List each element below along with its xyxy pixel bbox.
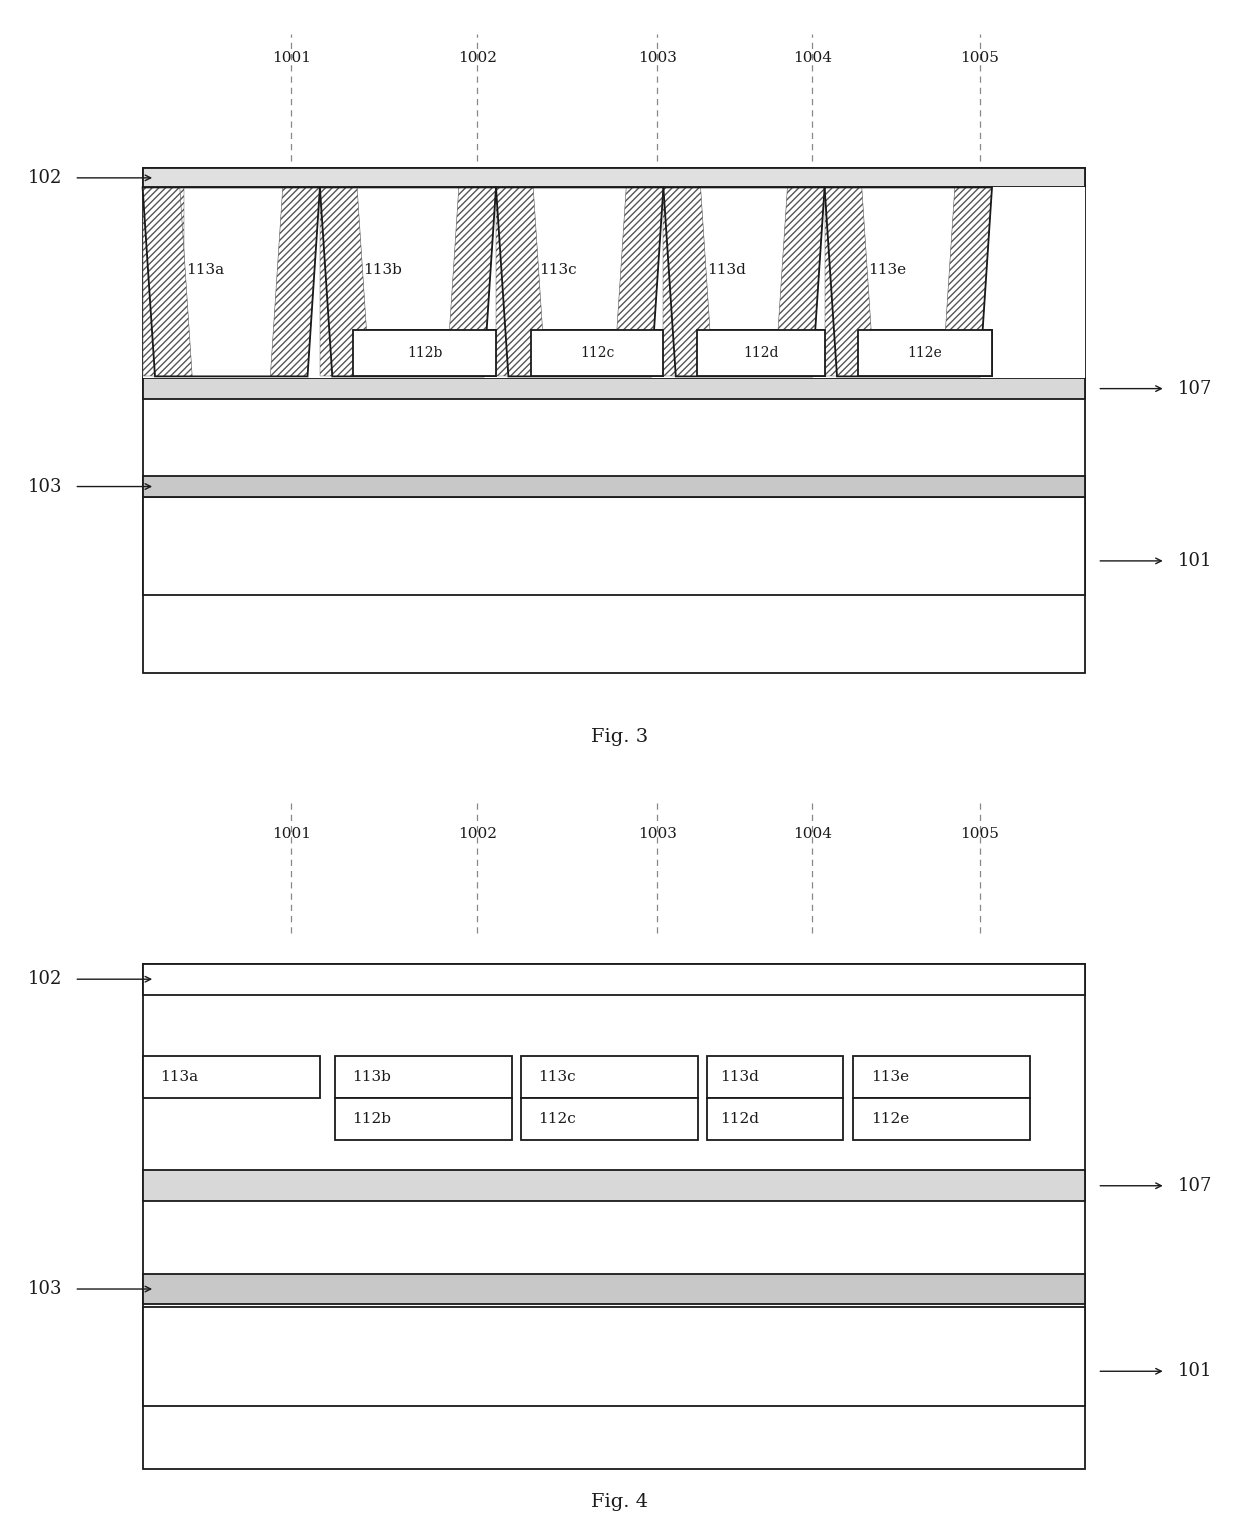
Bar <box>663 188 697 376</box>
Text: 112b: 112b <box>407 346 443 361</box>
Text: 113e: 113e <box>870 1069 909 1083</box>
Bar <box>531 330 663 376</box>
Bar <box>143 964 1085 994</box>
Bar <box>858 330 992 376</box>
Text: 113d: 113d <box>707 263 745 277</box>
Bar <box>143 964 1085 1469</box>
Bar <box>496 188 531 376</box>
Bar <box>143 168 1085 188</box>
Text: 113b: 113b <box>363 263 402 277</box>
Text: 102: 102 <box>27 970 62 988</box>
Polygon shape <box>775 188 825 376</box>
Bar <box>663 188 825 376</box>
Text: 107: 107 <box>1178 379 1213 398</box>
Bar <box>143 188 184 376</box>
Polygon shape <box>663 188 713 376</box>
Text: 1004: 1004 <box>792 828 832 842</box>
Polygon shape <box>143 188 320 376</box>
Bar <box>143 497 1085 595</box>
Text: 112c: 112c <box>580 346 614 361</box>
Text: 113b: 113b <box>352 1069 392 1083</box>
Polygon shape <box>143 188 192 376</box>
Bar <box>825 188 858 376</box>
Polygon shape <box>496 188 546 376</box>
Text: 1005: 1005 <box>960 50 999 66</box>
Text: 113e: 113e <box>868 263 906 277</box>
Text: 112d: 112d <box>720 1112 759 1126</box>
Bar <box>143 1056 320 1099</box>
Bar <box>853 1099 1030 1140</box>
Text: Fig. 3: Fig. 3 <box>591 728 649 747</box>
Text: 101: 101 <box>1178 552 1213 569</box>
Bar <box>335 1099 512 1140</box>
Text: Fig. 4: Fig. 4 <box>591 1493 649 1512</box>
Bar <box>335 1056 512 1099</box>
Text: 1004: 1004 <box>792 50 832 66</box>
Polygon shape <box>825 188 992 376</box>
Text: 113c: 113c <box>538 1069 577 1083</box>
Text: 101: 101 <box>1178 1362 1213 1380</box>
Bar <box>853 1056 1030 1099</box>
Text: 112c: 112c <box>538 1112 577 1126</box>
Polygon shape <box>270 188 320 376</box>
Text: 113a: 113a <box>186 263 224 277</box>
Text: 103: 103 <box>27 477 62 496</box>
Bar <box>697 330 825 376</box>
Text: 102: 102 <box>27 168 62 187</box>
Bar <box>531 330 663 376</box>
Bar <box>521 1056 698 1099</box>
Bar <box>707 1056 843 1099</box>
Text: 1001: 1001 <box>272 828 311 842</box>
Bar <box>143 1170 1085 1201</box>
Text: 1005: 1005 <box>960 828 999 842</box>
Bar <box>320 188 496 376</box>
Polygon shape <box>663 188 825 376</box>
Text: 1002: 1002 <box>458 50 497 66</box>
Bar <box>707 1099 843 1140</box>
Bar <box>353 330 496 376</box>
Text: 113a: 113a <box>160 1069 198 1083</box>
Polygon shape <box>496 188 663 376</box>
Text: 113d: 113d <box>720 1069 759 1083</box>
Bar <box>521 1099 698 1140</box>
Text: 112b: 112b <box>352 1112 392 1126</box>
Bar <box>496 188 663 376</box>
Text: 103: 103 <box>27 1281 62 1297</box>
Bar <box>825 188 992 376</box>
Polygon shape <box>320 188 496 376</box>
Bar <box>143 476 1085 497</box>
Bar <box>353 330 496 376</box>
Bar <box>143 378 1085 399</box>
Text: 1003: 1003 <box>637 50 677 66</box>
Text: 1002: 1002 <box>458 828 497 842</box>
Bar <box>143 188 1085 378</box>
Text: 107: 107 <box>1178 1177 1213 1195</box>
Text: 112b: 112b <box>407 346 443 361</box>
Polygon shape <box>825 188 874 376</box>
Text: 113c: 113c <box>539 263 577 277</box>
Text: 1003: 1003 <box>637 828 677 842</box>
Text: 112e: 112e <box>870 1112 909 1126</box>
Bar <box>143 188 320 376</box>
Text: 112e: 112e <box>908 346 942 361</box>
Polygon shape <box>614 188 663 376</box>
Text: 112e: 112e <box>908 346 942 361</box>
Text: 112c: 112c <box>580 346 614 361</box>
Bar <box>858 330 992 376</box>
Bar <box>697 330 825 376</box>
Text: 112d: 112d <box>743 346 779 361</box>
Bar <box>143 1307 1085 1406</box>
Polygon shape <box>320 188 370 376</box>
Text: 112d: 112d <box>743 346 779 361</box>
Bar <box>143 1273 1085 1304</box>
Polygon shape <box>446 188 496 376</box>
Polygon shape <box>942 188 992 376</box>
Bar <box>143 168 1085 673</box>
Bar <box>320 188 353 376</box>
Text: 1001: 1001 <box>272 50 311 66</box>
